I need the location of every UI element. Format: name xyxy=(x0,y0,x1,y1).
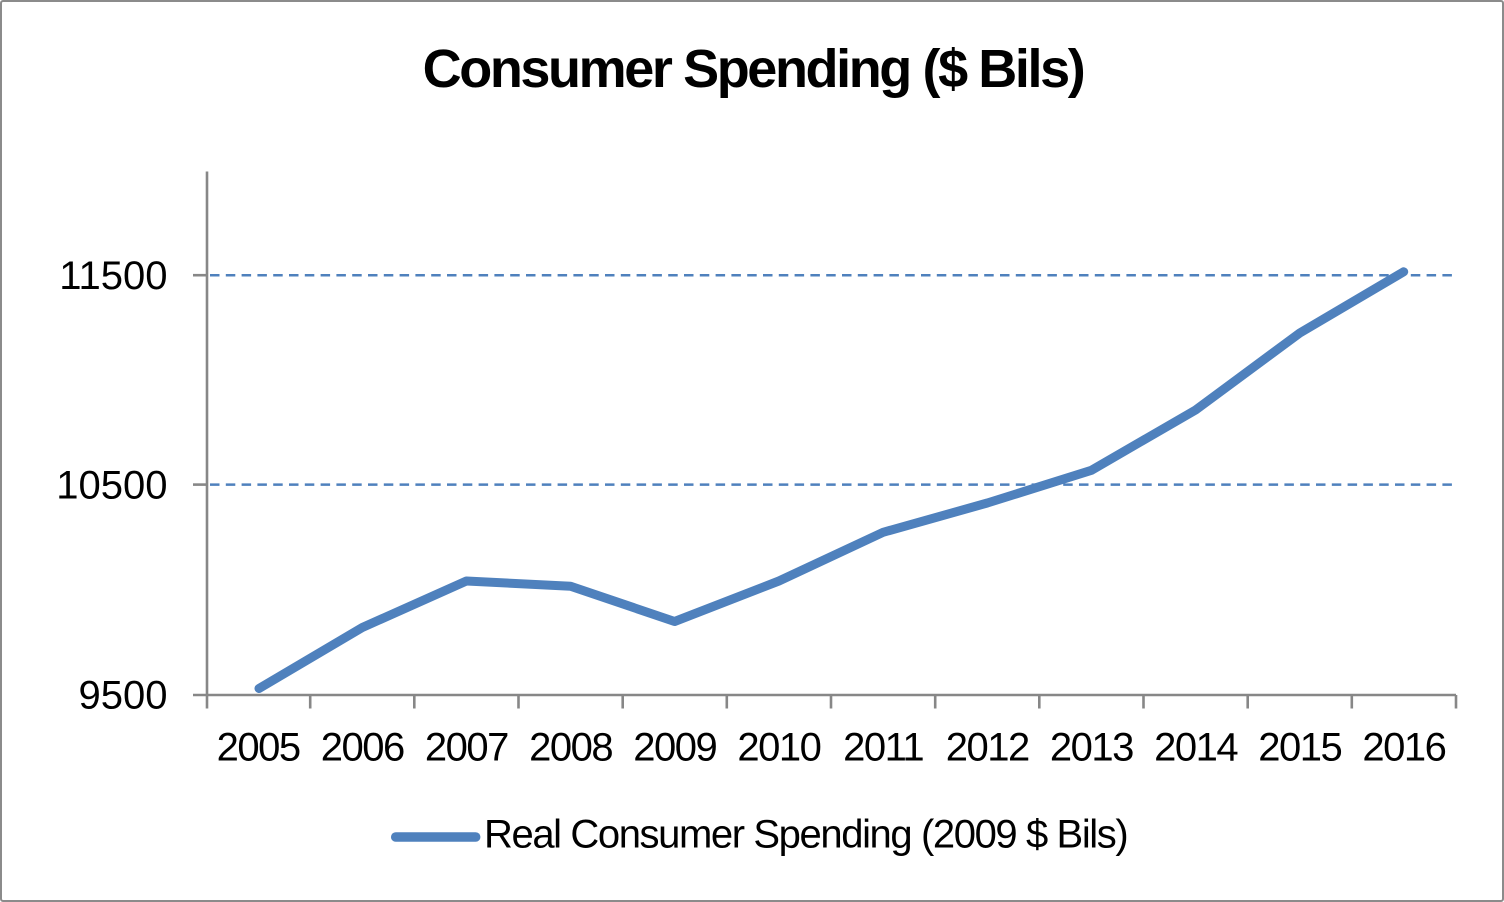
svg-text:2016: 2016 xyxy=(1362,726,1445,770)
svg-text:9500: 9500 xyxy=(79,673,168,717)
svg-text:2009: 2009 xyxy=(633,726,716,770)
svg-text:2005: 2005 xyxy=(217,726,300,770)
svg-text:10500: 10500 xyxy=(56,463,167,507)
svg-text:2012: 2012 xyxy=(946,726,1029,770)
svg-text:2008: 2008 xyxy=(529,726,612,770)
svg-text:2013: 2013 xyxy=(1050,726,1133,770)
svg-text:11500: 11500 xyxy=(59,254,167,298)
svg-text:Real Consumer Spending (2009 $: Real Consumer Spending (2009 $ Bils) xyxy=(484,812,1127,856)
svg-text:2007: 2007 xyxy=(425,726,508,770)
svg-text:2011: 2011 xyxy=(843,726,923,770)
svg-text:2014: 2014 xyxy=(1154,726,1238,770)
svg-text:Consumer Spending ($ Bils): Consumer Spending ($ Bils) xyxy=(423,39,1084,99)
svg-text:2015: 2015 xyxy=(1258,726,1341,770)
svg-text:2010: 2010 xyxy=(737,726,820,770)
svg-text:2006: 2006 xyxy=(321,726,404,770)
